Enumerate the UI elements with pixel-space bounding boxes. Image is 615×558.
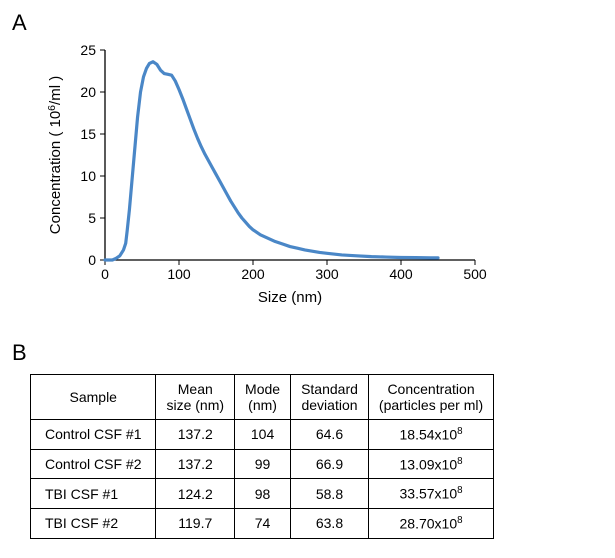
- cell-mean: 137.2: [156, 420, 235, 450]
- table-row: TBI CSF #1124.29858.833.57x108: [31, 479, 494, 509]
- svg-text:Concentration ( 106/ml ): Concentration ( 106/ml ): [46, 76, 64, 234]
- cell-conc: 33.57x108: [368, 479, 493, 509]
- cell-mean: 124.2: [156, 479, 235, 509]
- cell-mean: 119.7: [156, 508, 235, 538]
- cell-sd: 63.8: [291, 508, 369, 538]
- col-mode: Mode(nm): [235, 375, 291, 420]
- svg-text:500: 500: [463, 266, 487, 282]
- panel-b-label: B: [12, 340, 605, 366]
- cell-mode: 74: [235, 508, 291, 538]
- svg-text:10: 10: [80, 168, 96, 184]
- cell-sample: Control CSF #2: [31, 449, 156, 479]
- cell-sd: 58.8: [291, 479, 369, 509]
- svg-text:25: 25: [80, 42, 96, 58]
- cell-mode: 99: [235, 449, 291, 479]
- sample-table: Sample Meansize (nm) Mode(nm) Standardde…: [30, 374, 494, 539]
- cell-conc: 28.70x108: [368, 508, 493, 538]
- cell-conc: 13.09x108: [368, 449, 493, 479]
- svg-text:20: 20: [80, 84, 96, 100]
- cell-conc: 18.54x108: [368, 420, 493, 450]
- col-conc: Concentration(particles per ml): [368, 375, 493, 420]
- table-header-row: Sample Meansize (nm) Mode(nm) Standardde…: [31, 375, 494, 420]
- col-mean: Meansize (nm): [156, 375, 235, 420]
- cell-sd: 64.6: [291, 420, 369, 450]
- col-sample: Sample: [31, 375, 156, 420]
- size-distribution-chart: 0 100 200 300 400 500 0 5 10 15 20 25 Size (nm) Conce…: [40, 40, 605, 315]
- cell-mode: 104: [235, 420, 291, 450]
- cell-sample: TBI CSF #2: [31, 508, 156, 538]
- cell-mode: 98: [235, 479, 291, 509]
- panel-a-label: A: [12, 10, 605, 36]
- svg-text:15: 15: [80, 126, 96, 142]
- svg-text:100: 100: [167, 266, 191, 282]
- svg-text:Size (nm): Size (nm): [258, 289, 322, 306]
- svg-text:0: 0: [88, 252, 96, 268]
- cell-sd: 66.9: [291, 449, 369, 479]
- cell-mean: 137.2: [156, 449, 235, 479]
- cell-sample: Control CSF #1: [31, 420, 156, 450]
- svg-text:5: 5: [88, 210, 96, 226]
- table-row: TBI CSF #2119.77463.828.70x108: [31, 508, 494, 538]
- svg-text:0: 0: [101, 266, 109, 282]
- svg-text:300: 300: [315, 266, 339, 282]
- svg-text:400: 400: [389, 266, 413, 282]
- cell-sample: TBI CSF #1: [31, 479, 156, 509]
- table-row: Control CSF #2137.29966.913.09x108: [31, 449, 494, 479]
- svg-text:200: 200: [241, 266, 265, 282]
- table-row: Control CSF #1137.210464.618.54x108: [31, 420, 494, 450]
- col-sd: Standarddeviation: [291, 375, 369, 420]
